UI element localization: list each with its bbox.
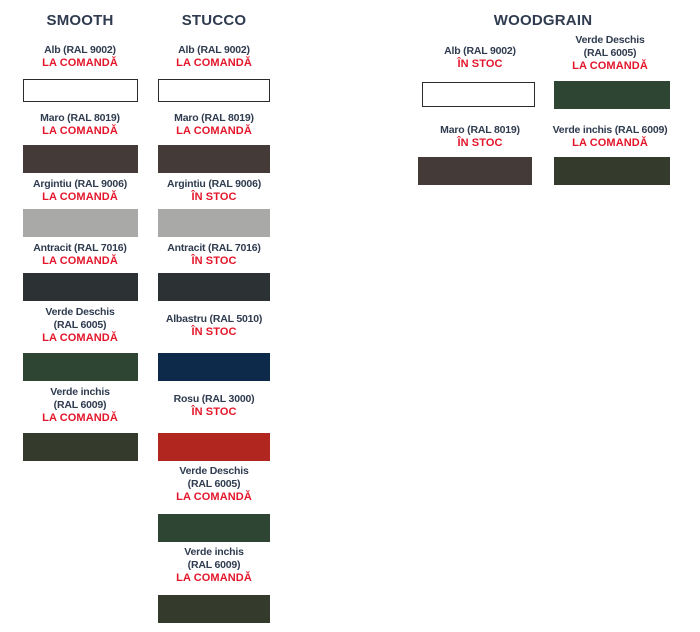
color-swatch	[158, 209, 270, 237]
color-swatch	[158, 353, 270, 381]
availability-status: ÎN STOC	[191, 326, 237, 338]
color-swatch	[23, 433, 138, 461]
color-name: Verde Deschis (RAL 6005)	[575, 34, 645, 59]
color-name: Maro (RAL 8019)	[174, 112, 254, 124]
color-name: Alb (RAL 9002)	[178, 44, 250, 56]
color-label-group: Alb (RAL 9002) ÎN STOC	[418, 45, 542, 71]
color-swatch	[158, 433, 270, 461]
availability-status: ÎN STOC	[191, 191, 237, 203]
color-label-group: Maro (RAL 8019) ÎN STOC	[418, 124, 542, 150]
availability-status: LA COMANDĂ	[42, 412, 118, 424]
availability-status: LA COMANDĂ	[42, 255, 118, 267]
color-name: Maro (RAL 8019)	[440, 124, 520, 136]
color-label-group: Verde Deschis (RAL 6005) LA COMANDĂ	[18, 306, 142, 345]
color-label-group: Antracit (RAL 7016) LA COMANDĂ	[18, 242, 142, 268]
color-name: Antracit (RAL 7016)	[167, 242, 261, 254]
color-swatch	[23, 79, 138, 102]
color-label-group: Alb (RAL 9002) LA COMANDĂ	[18, 44, 142, 70]
color-label-group: Argintiu (RAL 9006) ÎN STOC	[152, 178, 276, 204]
color-swatch	[554, 157, 670, 185]
color-label-group: Rosu (RAL 3000) ÎN STOC	[152, 393, 276, 419]
color-name: Verde Deschis (RAL 6005)	[45, 306, 115, 331]
color-label-group: Verde inchis (RAL 6009) LA COMANDĂ	[546, 124, 674, 150]
availability-status: LA COMANDĂ	[572, 60, 648, 72]
color-label-group: Argintiu (RAL 9006) LA COMANDĂ	[18, 178, 142, 204]
availability-status: LA COMANDĂ	[42, 191, 118, 203]
color-swatch	[422, 82, 535, 107]
color-name: Alb (RAL 9002)	[44, 44, 116, 56]
availability-status: LA COMANDĂ	[572, 137, 648, 149]
availability-status: LA COMANDĂ	[176, 125, 252, 137]
color-swatch	[158, 595, 270, 623]
column-title-smooth: SMOOTH	[46, 12, 114, 29]
color-label-group: Alb (RAL 9002) LA COMANDĂ	[152, 44, 276, 70]
color-name: Verde inchis (RAL 6009)	[184, 546, 244, 571]
color-label-group: Verde inchis (RAL 6009) LA COMANDĂ	[152, 546, 276, 585]
color-label-group: Antracit (RAL 7016) ÎN STOC	[152, 242, 276, 268]
color-swatch	[158, 273, 270, 301]
column-title-stucco: STUCCO	[181, 12, 247, 29]
color-name: Argintiu (RAL 9006)	[166, 178, 262, 190]
color-name: Verde Deschis (RAL 6005)	[179, 465, 249, 490]
availability-status: LA COMANDĂ	[42, 332, 118, 344]
color-swatch	[23, 209, 138, 237]
color-name: Rosu (RAL 3000)	[173, 393, 255, 405]
color-swatch	[554, 81, 670, 109]
color-label-group: Maro (RAL 8019) LA COMANDĂ	[152, 112, 276, 138]
color-name: Verde inchis (RAL 6009)	[50, 386, 110, 411]
color-name: Argintiu (RAL 9006)	[32, 178, 128, 190]
availability-status: ÎN STOC	[191, 255, 237, 267]
color-swatch	[158, 514, 270, 542]
availability-status: LA COMANDĂ	[176, 57, 252, 69]
color-label-group: Verde inchis (RAL 6009) LA COMANDĂ	[18, 386, 142, 425]
color-swatch	[23, 145, 138, 173]
availability-status: ÎN STOC	[457, 58, 503, 70]
color-name: Verde inchis (RAL 6009)	[552, 124, 668, 136]
availability-status: ÎN STOC	[191, 406, 237, 418]
color-label-group: Maro (RAL 8019) LA COMANDĂ	[18, 112, 142, 138]
column-title-woodgrain: WOODGRAIN	[493, 12, 593, 29]
color-swatch	[158, 79, 270, 102]
availability-status: LA COMANDĂ	[176, 572, 252, 584]
color-label-group: Albastru (RAL 5010) ÎN STOC	[152, 313, 276, 339]
color-swatch	[158, 145, 270, 173]
color-name: Alb (RAL 9002)	[444, 45, 516, 57]
availability-status: ÎN STOC	[457, 137, 503, 149]
color-name: Antracit (RAL 7016)	[33, 242, 127, 254]
color-swatch	[23, 353, 138, 381]
color-name: Maro (RAL 8019)	[40, 112, 120, 124]
color-swatch	[418, 157, 532, 185]
availability-status: LA COMANDĂ	[176, 491, 252, 503]
color-label-group: Verde Deschis (RAL 6005) LA COMANDĂ	[152, 465, 276, 504]
color-name: Albastru (RAL 5010)	[165, 313, 263, 325]
availability-status: LA COMANDĂ	[42, 57, 118, 69]
color-swatch	[23, 273, 138, 301]
availability-status: LA COMANDĂ	[42, 125, 118, 137]
color-label-group: Verde Deschis (RAL 6005) LA COMANDĂ	[548, 34, 672, 73]
